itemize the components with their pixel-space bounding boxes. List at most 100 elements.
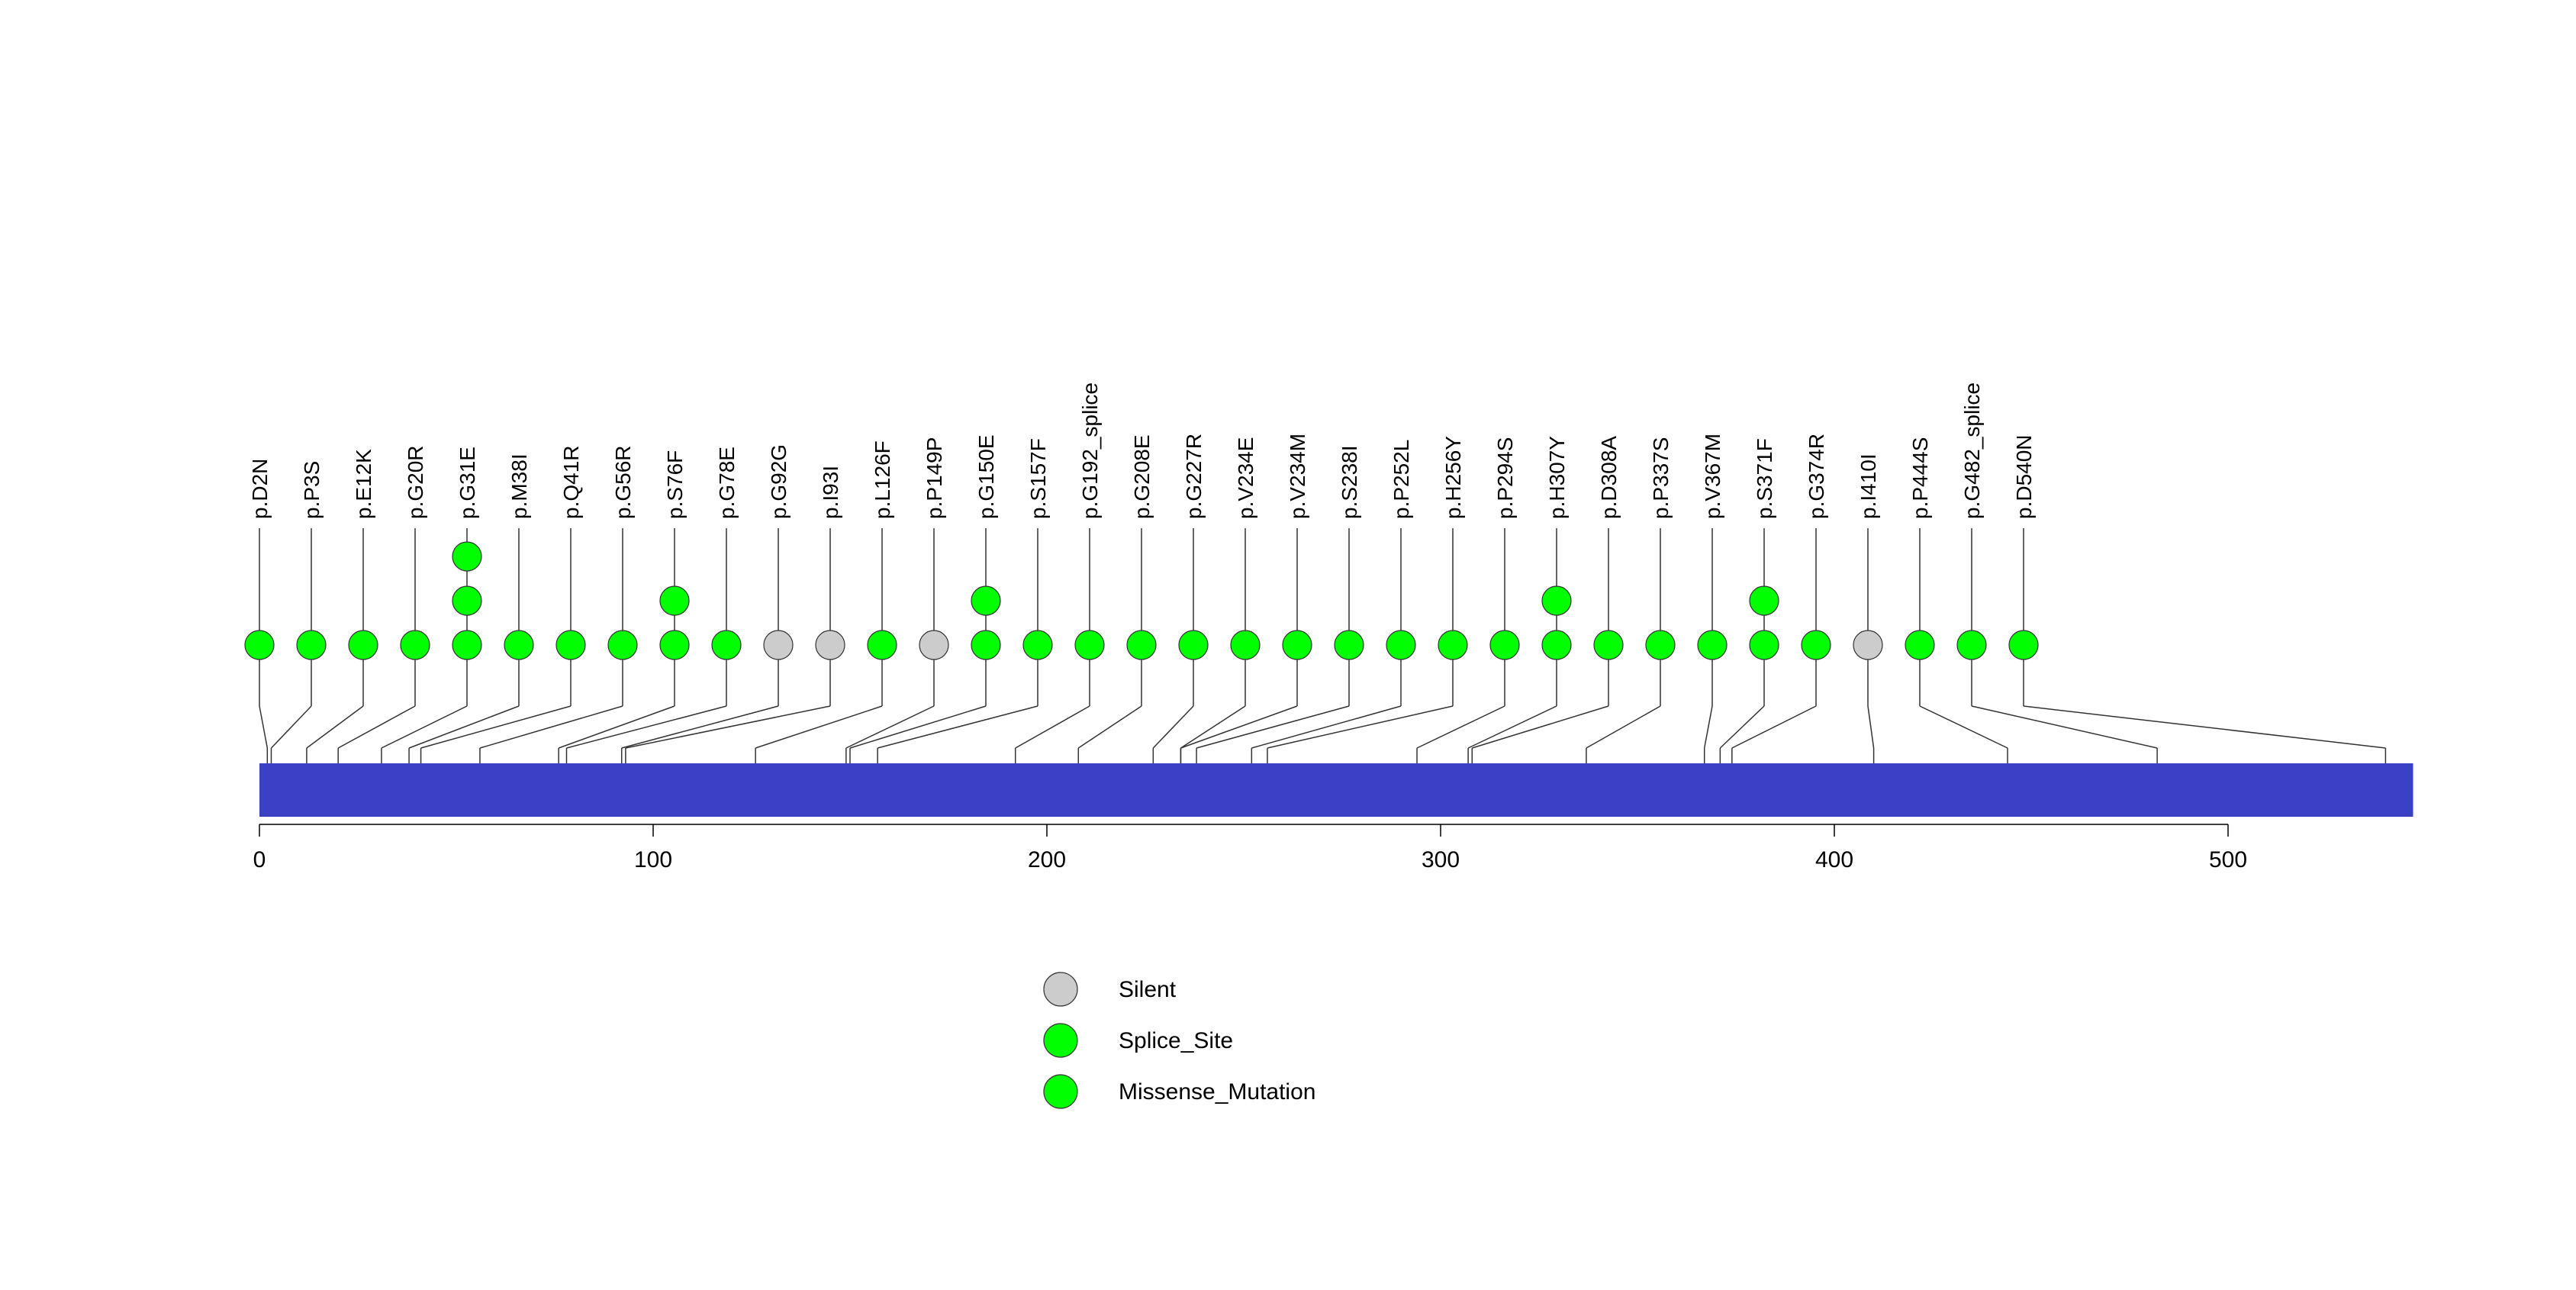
mutation-label: p.G78E — [715, 447, 739, 519]
mutation-circle — [1489, 630, 1520, 660]
mutation-circle — [1749, 630, 1779, 660]
mutation-connector — [849, 705, 987, 749]
x-tick-label: 500 — [2209, 847, 2247, 872]
mutation-connector — [1416, 705, 1505, 749]
mutation-circle — [659, 630, 690, 660]
mutation-circle — [452, 630, 482, 660]
mutation-circle — [296, 630, 327, 660]
protein-bar — [259, 763, 2413, 817]
mutation-label: p.P337S — [1649, 437, 1673, 519]
mutation-label: p.Q41R — [559, 446, 583, 520]
mutation-circle — [1853, 630, 1883, 660]
mutation-label: p.V234E — [1234, 437, 1257, 519]
mutation-connector — [1152, 705, 1194, 749]
legend-marker — [1043, 1023, 1078, 1058]
mutation-circle — [1801, 630, 1831, 660]
mutation-circle — [1178, 630, 1209, 660]
mutation-label: p.P3S — [300, 461, 324, 519]
mutation-circle — [971, 630, 1001, 660]
mutation-label: p.G150E — [974, 434, 998, 519]
mutation-label: p.I93I — [819, 466, 842, 519]
mutation-circle — [1697, 630, 1728, 660]
mutation-label: p.D540N — [2012, 434, 2036, 519]
mutation-label: p.G208E — [1130, 434, 1154, 519]
mutation-connector — [1971, 705, 2158, 749]
mutation-connector — [877, 705, 1038, 749]
mutation-label: p.V234M — [1286, 434, 1309, 519]
mutation-circle — [1074, 630, 1105, 660]
mutation-label: p.G20R — [404, 446, 427, 520]
x-tick-label: 200 — [1028, 847, 1066, 872]
mutation-connector — [270, 705, 312, 749]
legend-label: Silent — [1119, 977, 1177, 1002]
mutation-connector — [845, 705, 935, 749]
mutation-connector — [1867, 705, 1875, 749]
mutation-label: p.P444S — [1908, 437, 1932, 519]
mutation-connector — [566, 705, 727, 749]
mutation-circle — [607, 630, 638, 660]
mutation-connector — [621, 705, 779, 749]
mutation-connector — [1267, 705, 1454, 749]
mutation-label: p.G31E — [456, 447, 479, 519]
mutation-connector — [1180, 705, 1298, 749]
mutation-label: p.H307Y — [1545, 436, 1569, 519]
x-axis: 0 100 200 300 400 500 — [253, 824, 2247, 872]
mutation-connector — [1077, 705, 1142, 749]
mutation-circle — [244, 630, 275, 660]
mutation-circle — [971, 585, 1001, 616]
mutation-label: p.L126F — [871, 440, 894, 519]
mutation-connector — [479, 705, 623, 749]
legend-marker — [1043, 972, 1078, 1007]
mutation-connector — [2023, 705, 2386, 749]
mutation-circle — [504, 630, 534, 660]
mutation-label: p.H256Y — [1441, 436, 1465, 519]
mutation-circle — [452, 585, 482, 616]
mutation-connector — [1467, 705, 1557, 749]
mutation-circle — [1593, 630, 1624, 660]
mutation-connector — [1731, 705, 1817, 749]
mutation-circle — [555, 630, 586, 660]
mutation-label: p.S238I — [1338, 445, 1361, 519]
mutation-circle — [867, 630, 897, 660]
mutation-connector — [420, 705, 572, 749]
legend-label: Missense_Mutation — [1119, 1079, 1315, 1105]
mutation-connector — [1703, 705, 1713, 749]
mutation-connector — [1196, 705, 1350, 749]
mutation-circle — [452, 541, 482, 572]
mutation-label: p.D308A — [1597, 436, 1621, 519]
mutation-label: p.P294S — [1493, 437, 1517, 519]
mutation-circle — [1230, 630, 1261, 660]
mutation-label: p.G192_splice — [1078, 382, 1102, 519]
mutation-connector — [1180, 705, 1246, 749]
mutation-circle — [1749, 585, 1779, 616]
mutation-label: p.D2N — [248, 459, 272, 519]
mutation-connector — [1472, 705, 1609, 749]
mutation-connector — [558, 705, 675, 749]
mutation-circle — [1438, 630, 1468, 660]
mutation-labels: p.D2N p.P3S p.E12K p.G20R p.G31E p.M38I p.Q41R… — [248, 382, 2036, 519]
mutation-connector — [408, 705, 520, 749]
mutation-connector — [1919, 705, 2008, 749]
mutation-connector — [306, 705, 364, 749]
mutation-circle — [1126, 630, 1157, 660]
mutation-label: p.S157F — [1026, 438, 1050, 519]
mutation-label: p.G482_splice — [1960, 382, 1984, 519]
mutation-label: p.P252L — [1389, 440, 1413, 519]
mutation-circle — [815, 630, 845, 660]
x-tick-label: 400 — [1815, 847, 1853, 872]
mutation-label: p.G227R — [1182, 434, 1206, 519]
mutation-label: p.S76F — [663, 450, 687, 519]
legend-label: Splice_Site — [1119, 1028, 1233, 1053]
mutation-circle — [400, 630, 430, 660]
mutation-connector — [1015, 705, 1090, 749]
mutation-circle — [1282, 630, 1312, 660]
mutation-label: p.I410I — [1856, 453, 1880, 519]
legend-marker — [1043, 1074, 1078, 1109]
mutation-circle — [659, 585, 690, 616]
mutation-connector — [337, 705, 416, 749]
mutation-circle — [1541, 630, 1572, 660]
x-tick-label: 300 — [1422, 847, 1460, 872]
mutation-circle — [919, 630, 949, 660]
x-tick-label: 0 — [253, 847, 266, 872]
